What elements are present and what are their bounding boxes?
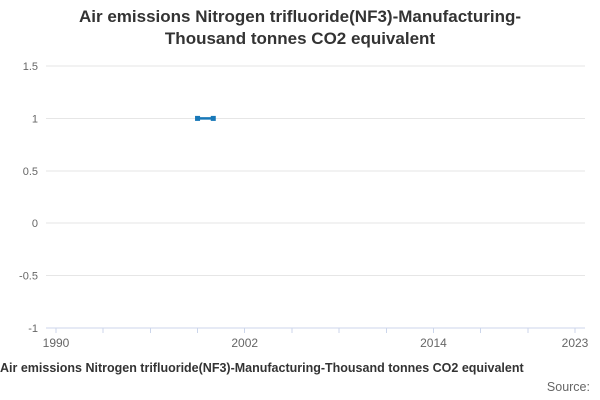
data-point-marker — [210, 115, 216, 121]
chart-title: Air emissions Nitrogen trifluoride(NF3)-… — [0, 6, 600, 50]
chart-title-line1: Air emissions Nitrogen trifluoride(NF3)-… — [78, 7, 522, 26]
y-axis-label: 0 — [32, 218, 38, 230]
chart-title-line2: Thousand tonnes CO2 equivalent — [164, 29, 436, 48]
source-label: Source: — [546, 380, 590, 394]
x-axis-label: 2023 — [562, 336, 589, 350]
plot-area: 1.5 1 0.5 0 -0.5 -1 1990 2002 2014 2023 — [19, 61, 589, 350]
y-axis-label: -1 — [28, 323, 38, 335]
x-axis-label: 2002 — [231, 336, 258, 350]
footer-title: Air emissions Nitrogen trifluoride(NF3)-… — [0, 361, 524, 375]
x-axis-label: 1990 — [43, 336, 70, 350]
data-point-marker — [195, 115, 201, 121]
y-axis-label: 1 — [32, 113, 38, 125]
y-axis-label: -0.5 — [19, 271, 38, 283]
x-axis-label: 2014 — [420, 336, 447, 350]
y-axis-label: 0.5 — [23, 166, 38, 178]
y-axis-label: 1.5 — [23, 61, 38, 73]
